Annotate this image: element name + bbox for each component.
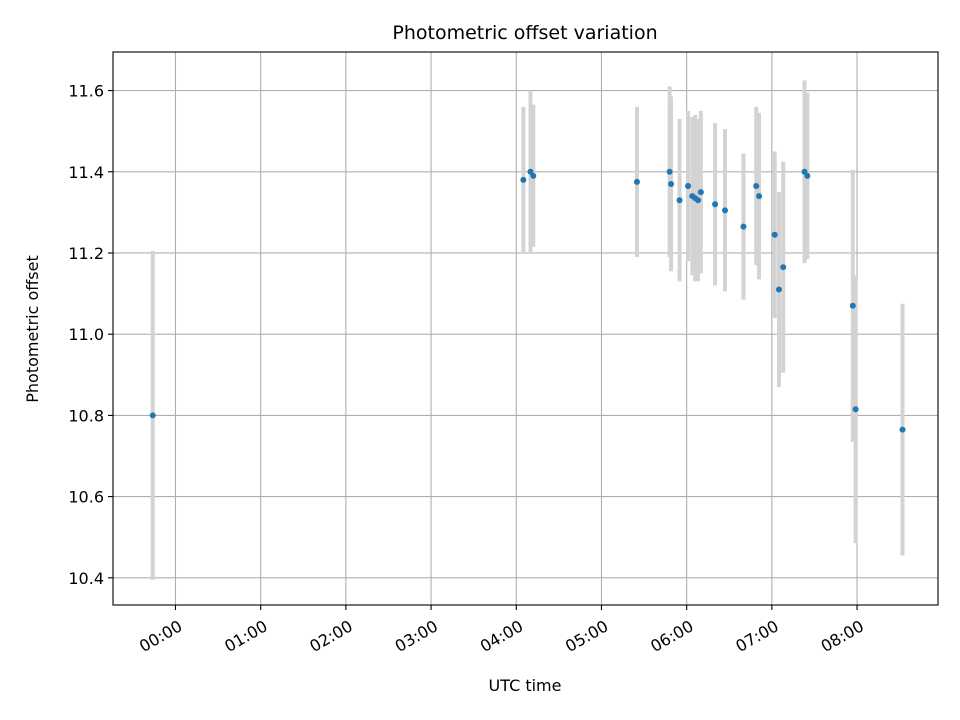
data-point (775, 286, 782, 293)
x-tick-label: 02:00 (306, 616, 355, 656)
x-axis-label: UTC time (489, 676, 562, 695)
y-tick-label: 11.4 (68, 163, 104, 182)
data-point (530, 172, 537, 179)
data-point (697, 189, 704, 196)
y-tick-label: 11.0 (68, 325, 104, 344)
grid (113, 52, 938, 605)
data-point (849, 302, 856, 309)
y-axis-label: Photometric offset (23, 255, 42, 403)
data-point (771, 231, 778, 238)
data-point (740, 223, 747, 230)
data-point (695, 197, 702, 204)
data-point (780, 264, 787, 271)
x-tick-label: 04:00 (477, 616, 526, 656)
x-tick-label: 06:00 (647, 616, 696, 656)
data-point (520, 176, 527, 183)
x-tick-label: 08:00 (818, 616, 867, 656)
data-point (852, 406, 859, 413)
data-point (666, 168, 673, 175)
x-tick-label: 07:00 (732, 616, 781, 656)
x-tick-label: 05:00 (562, 616, 611, 656)
y-tick-label: 10.4 (68, 569, 104, 588)
y-tick-label: 11.2 (68, 244, 104, 263)
x-tick-label: 03:00 (392, 616, 441, 656)
y-tick-label: 10.6 (68, 488, 104, 507)
data-point (676, 197, 683, 204)
data-point (756, 193, 763, 200)
data-point (753, 182, 760, 189)
axis-ticks: 00:00 01:00 02:00 03:00 04:00 05:00 06:00 07:00… (68, 82, 867, 656)
data-point (149, 412, 156, 419)
data-points (149, 168, 906, 433)
data-point (685, 182, 692, 189)
plot-frame (112, 51, 939, 606)
x-tick-label: 01:00 (221, 616, 270, 656)
data-point (804, 172, 811, 179)
y-tick-label: 11.6 (68, 82, 104, 101)
data-point (899, 426, 906, 433)
error-bars (150, 80, 905, 580)
data-point (633, 178, 640, 185)
y-tick-label: 10.8 (68, 406, 104, 425)
data-point (712, 201, 719, 208)
data-point (668, 180, 675, 187)
chart-title: Photometric offset variation (392, 22, 657, 44)
x-tick-label: 00:00 (136, 616, 185, 656)
data-point (722, 207, 729, 214)
